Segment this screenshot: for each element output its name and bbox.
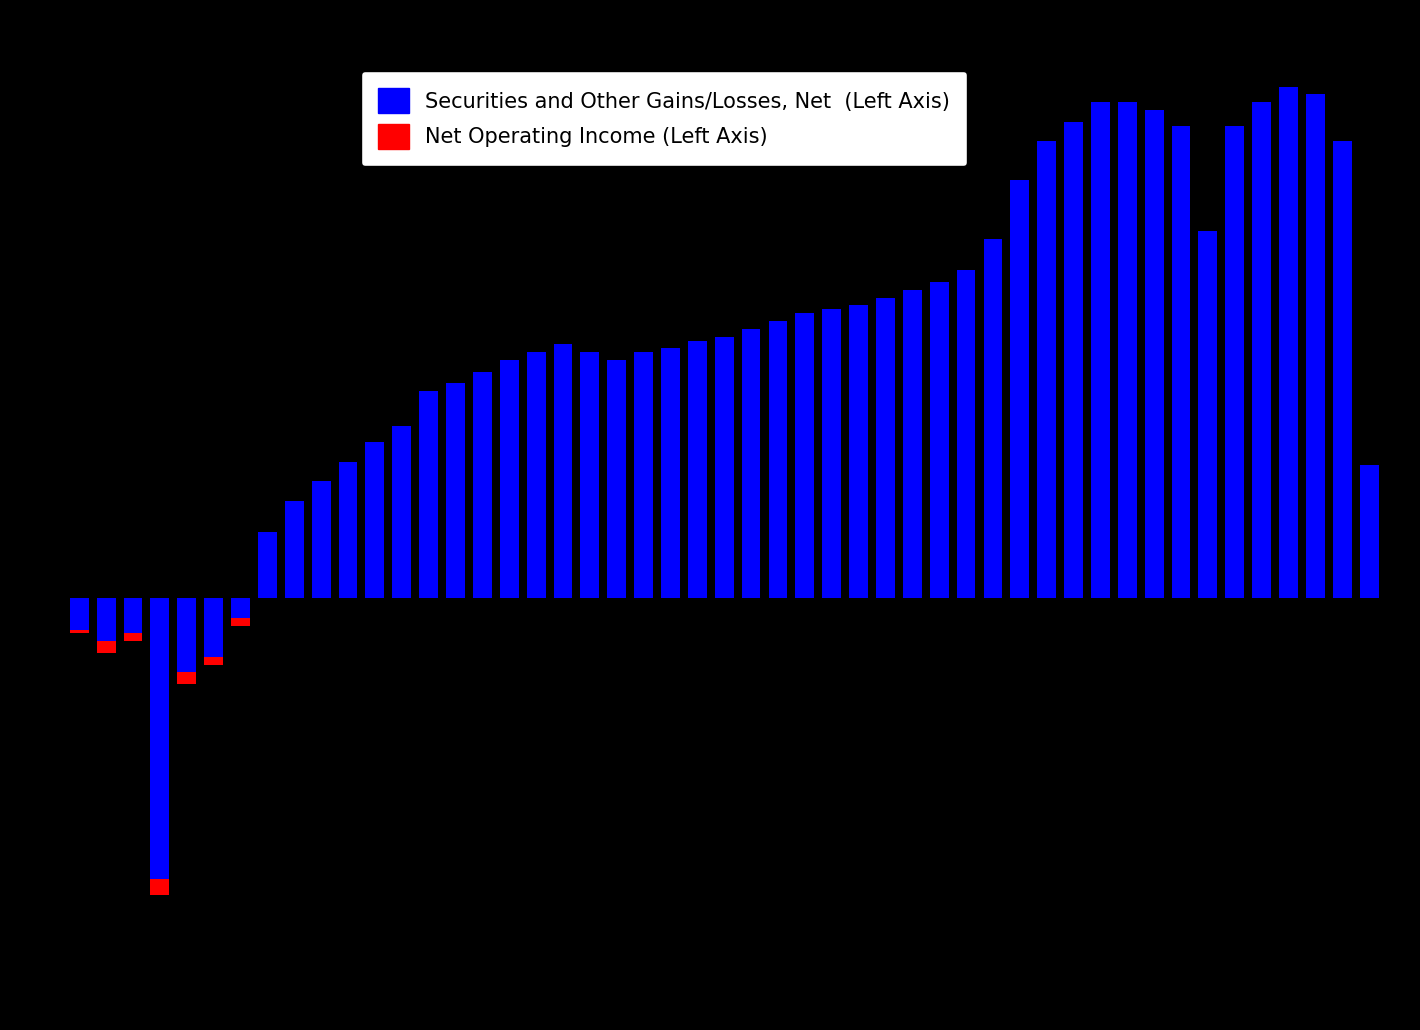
- Bar: [903, 329, 922, 598]
- Bar: [500, 399, 518, 598]
- Bar: [97, 598, 115, 653]
- Bar: [70, 598, 88, 633]
- Bar: [446, 383, 464, 598]
- Bar: [204, 598, 223, 657]
- Bar: [312, 492, 331, 598]
- Bar: [662, 348, 680, 598]
- Bar: [930, 321, 949, 598]
- Bar: [124, 598, 142, 633]
- Bar: [635, 352, 653, 598]
- Legend: Securities and Other Gains/Losses, Net  (Left Axis), Net Operating Income (Left : Securities and Other Gains/Losses, Net (…: [361, 71, 967, 166]
- Bar: [1011, 180, 1030, 598]
- Bar: [1198, 267, 1217, 598]
- Bar: [768, 360, 787, 598]
- Bar: [338, 461, 358, 598]
- Bar: [662, 383, 680, 598]
- Bar: [338, 477, 358, 598]
- Bar: [285, 501, 304, 598]
- Bar: [500, 360, 518, 598]
- Bar: [1037, 141, 1056, 598]
- Bar: [312, 481, 331, 598]
- Bar: [1333, 180, 1352, 598]
- Bar: [1279, 87, 1298, 598]
- Bar: [365, 461, 385, 598]
- Bar: [1118, 102, 1136, 598]
- Bar: [1225, 165, 1244, 598]
- Bar: [554, 344, 572, 598]
- Bar: [1172, 165, 1190, 598]
- Bar: [984, 278, 1003, 598]
- Bar: [1225, 126, 1244, 598]
- Bar: [876, 298, 895, 598]
- Bar: [151, 598, 169, 895]
- Bar: [1091, 102, 1110, 598]
- Bar: [1145, 110, 1163, 598]
- Bar: [930, 282, 949, 598]
- Bar: [392, 446, 412, 598]
- Bar: [714, 372, 734, 598]
- Bar: [178, 598, 196, 684]
- Bar: [1091, 141, 1110, 598]
- Bar: [554, 383, 572, 598]
- Bar: [231, 598, 250, 618]
- Bar: [392, 426, 412, 598]
- Bar: [1252, 141, 1271, 598]
- Bar: [608, 360, 626, 598]
- Bar: [741, 364, 761, 598]
- Bar: [1306, 134, 1325, 598]
- Bar: [822, 309, 841, 598]
- Bar: [285, 512, 304, 598]
- Bar: [1172, 126, 1190, 598]
- Bar: [151, 598, 169, 880]
- Bar: [124, 598, 142, 642]
- Bar: [849, 344, 868, 598]
- Bar: [258, 531, 277, 598]
- Bar: [795, 352, 814, 598]
- Bar: [822, 348, 841, 598]
- Bar: [795, 313, 814, 598]
- Bar: [714, 337, 734, 598]
- Bar: [608, 399, 626, 598]
- Bar: [97, 598, 115, 642]
- Bar: [1011, 215, 1030, 598]
- Bar: [1360, 466, 1379, 598]
- Bar: [581, 352, 599, 598]
- Bar: [984, 239, 1003, 598]
- Bar: [741, 329, 761, 598]
- Bar: [178, 598, 196, 673]
- Bar: [70, 598, 88, 629]
- Bar: [903, 289, 922, 598]
- Bar: [1333, 141, 1352, 598]
- Bar: [957, 309, 976, 598]
- Bar: [419, 391, 437, 598]
- Bar: [1306, 95, 1325, 598]
- Bar: [258, 544, 277, 598]
- Bar: [876, 337, 895, 598]
- Bar: [1064, 161, 1083, 598]
- Bar: [957, 270, 976, 598]
- Bar: [687, 341, 707, 598]
- Bar: [635, 387, 653, 598]
- Bar: [204, 598, 223, 664]
- Bar: [527, 391, 545, 598]
- Bar: [849, 305, 868, 598]
- Bar: [1279, 126, 1298, 598]
- Bar: [1360, 544, 1379, 598]
- Bar: [1064, 122, 1083, 598]
- Bar: [687, 376, 707, 598]
- Bar: [1118, 141, 1136, 598]
- Bar: [1037, 180, 1056, 598]
- Bar: [473, 407, 491, 598]
- Bar: [1252, 102, 1271, 598]
- Bar: [1145, 149, 1163, 598]
- Bar: [581, 391, 599, 598]
- Bar: [1198, 231, 1217, 598]
- Bar: [768, 321, 787, 598]
- Bar: [473, 372, 491, 598]
- Bar: [527, 352, 545, 598]
- Bar: [419, 422, 437, 598]
- Bar: [231, 598, 250, 625]
- Bar: [365, 442, 385, 598]
- Bar: [446, 415, 464, 598]
